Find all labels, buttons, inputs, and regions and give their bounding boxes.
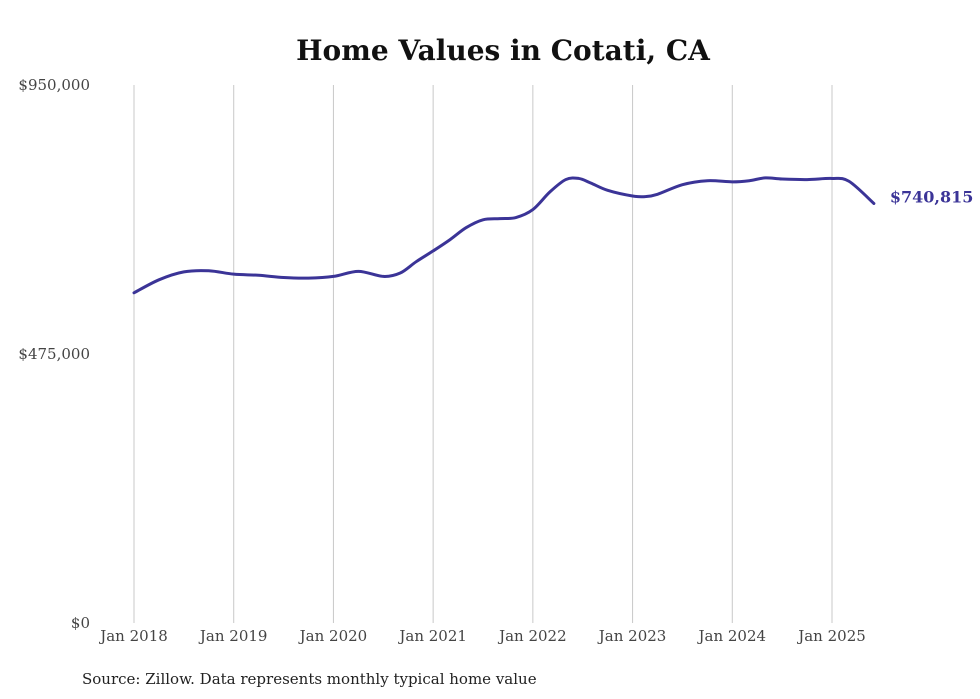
x-axis-tick-labels: Jan 2018 Jan 2019 Jan 2020 Jan 2021 Jan 2022…	[98, 627, 866, 645]
source-note: Source: Zillow. Data represents monthly …	[82, 670, 537, 688]
y-tick-label: $475,000	[18, 345, 90, 363]
chart-title: Home Values in Cotati, CA	[296, 34, 711, 67]
x-tick-label: Jan 2025	[796, 627, 866, 645]
x-tick-label: Jan 2021	[397, 627, 467, 645]
series-layer	[132, 176, 876, 295]
end-value-label: $740,815	[890, 187, 974, 206]
x-tick-label: Jan 2019	[198, 627, 268, 645]
series-line-0	[132, 176, 876, 295]
vertical-gridlines	[133, 85, 833, 623]
x-tick-label: Jan 2023	[597, 627, 667, 645]
y-tick-label: $950,000	[18, 76, 90, 94]
x-tick-label: Jan 2024	[697, 627, 767, 645]
y-axis-tick-labels: $0 $475,000 $950,000	[18, 76, 90, 632]
x-tick-label: Jan 2022	[497, 627, 567, 645]
x-tick-label: Jan 2020	[298, 627, 368, 645]
y-tick-label: $0	[71, 614, 90, 632]
x-tick-label: Jan 2018	[98, 627, 168, 645]
